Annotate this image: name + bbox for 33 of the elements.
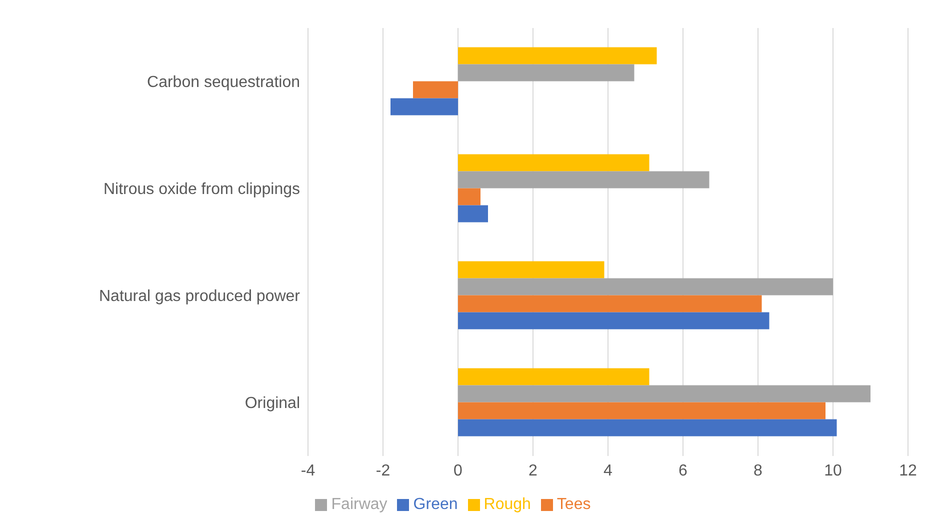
x-tick-label: 4 xyxy=(604,462,613,480)
legend-label: Fairway xyxy=(331,496,388,513)
bar xyxy=(458,295,762,312)
x-tick-label: 6 xyxy=(678,462,688,480)
bar xyxy=(413,81,458,98)
legend-label: Rough xyxy=(484,496,531,513)
bar xyxy=(458,205,488,222)
legend-label: Green xyxy=(413,496,458,513)
x-tick-label: -4 xyxy=(300,462,316,480)
y-tick-label: Natural gas produced power xyxy=(98,288,301,306)
y-tick-label: Nitrous oxide from clippings xyxy=(103,181,300,198)
bar xyxy=(458,64,634,82)
bar xyxy=(458,419,837,436)
bar xyxy=(458,385,870,402)
bar xyxy=(390,98,458,116)
bar xyxy=(458,188,480,206)
y-tick-label: Carbon sequestration xyxy=(147,74,300,92)
y-tick-label: Original xyxy=(244,395,300,412)
bar xyxy=(458,278,833,296)
bar xyxy=(458,312,770,330)
legend-label: Tees xyxy=(556,496,591,513)
x-tick-label: -2 xyxy=(376,462,390,480)
x-tick-label: 8 xyxy=(754,462,763,480)
bar xyxy=(458,261,604,278)
bar xyxy=(458,47,657,64)
x-tick-label: 12 xyxy=(899,462,917,480)
x-tick-label: 10 xyxy=(824,462,842,480)
bar xyxy=(458,154,650,172)
x-tick-label: 0 xyxy=(454,462,463,480)
x-tick-label: 2 xyxy=(528,462,538,480)
bar xyxy=(458,402,826,420)
bar xyxy=(458,368,650,386)
bar xyxy=(458,171,710,188)
